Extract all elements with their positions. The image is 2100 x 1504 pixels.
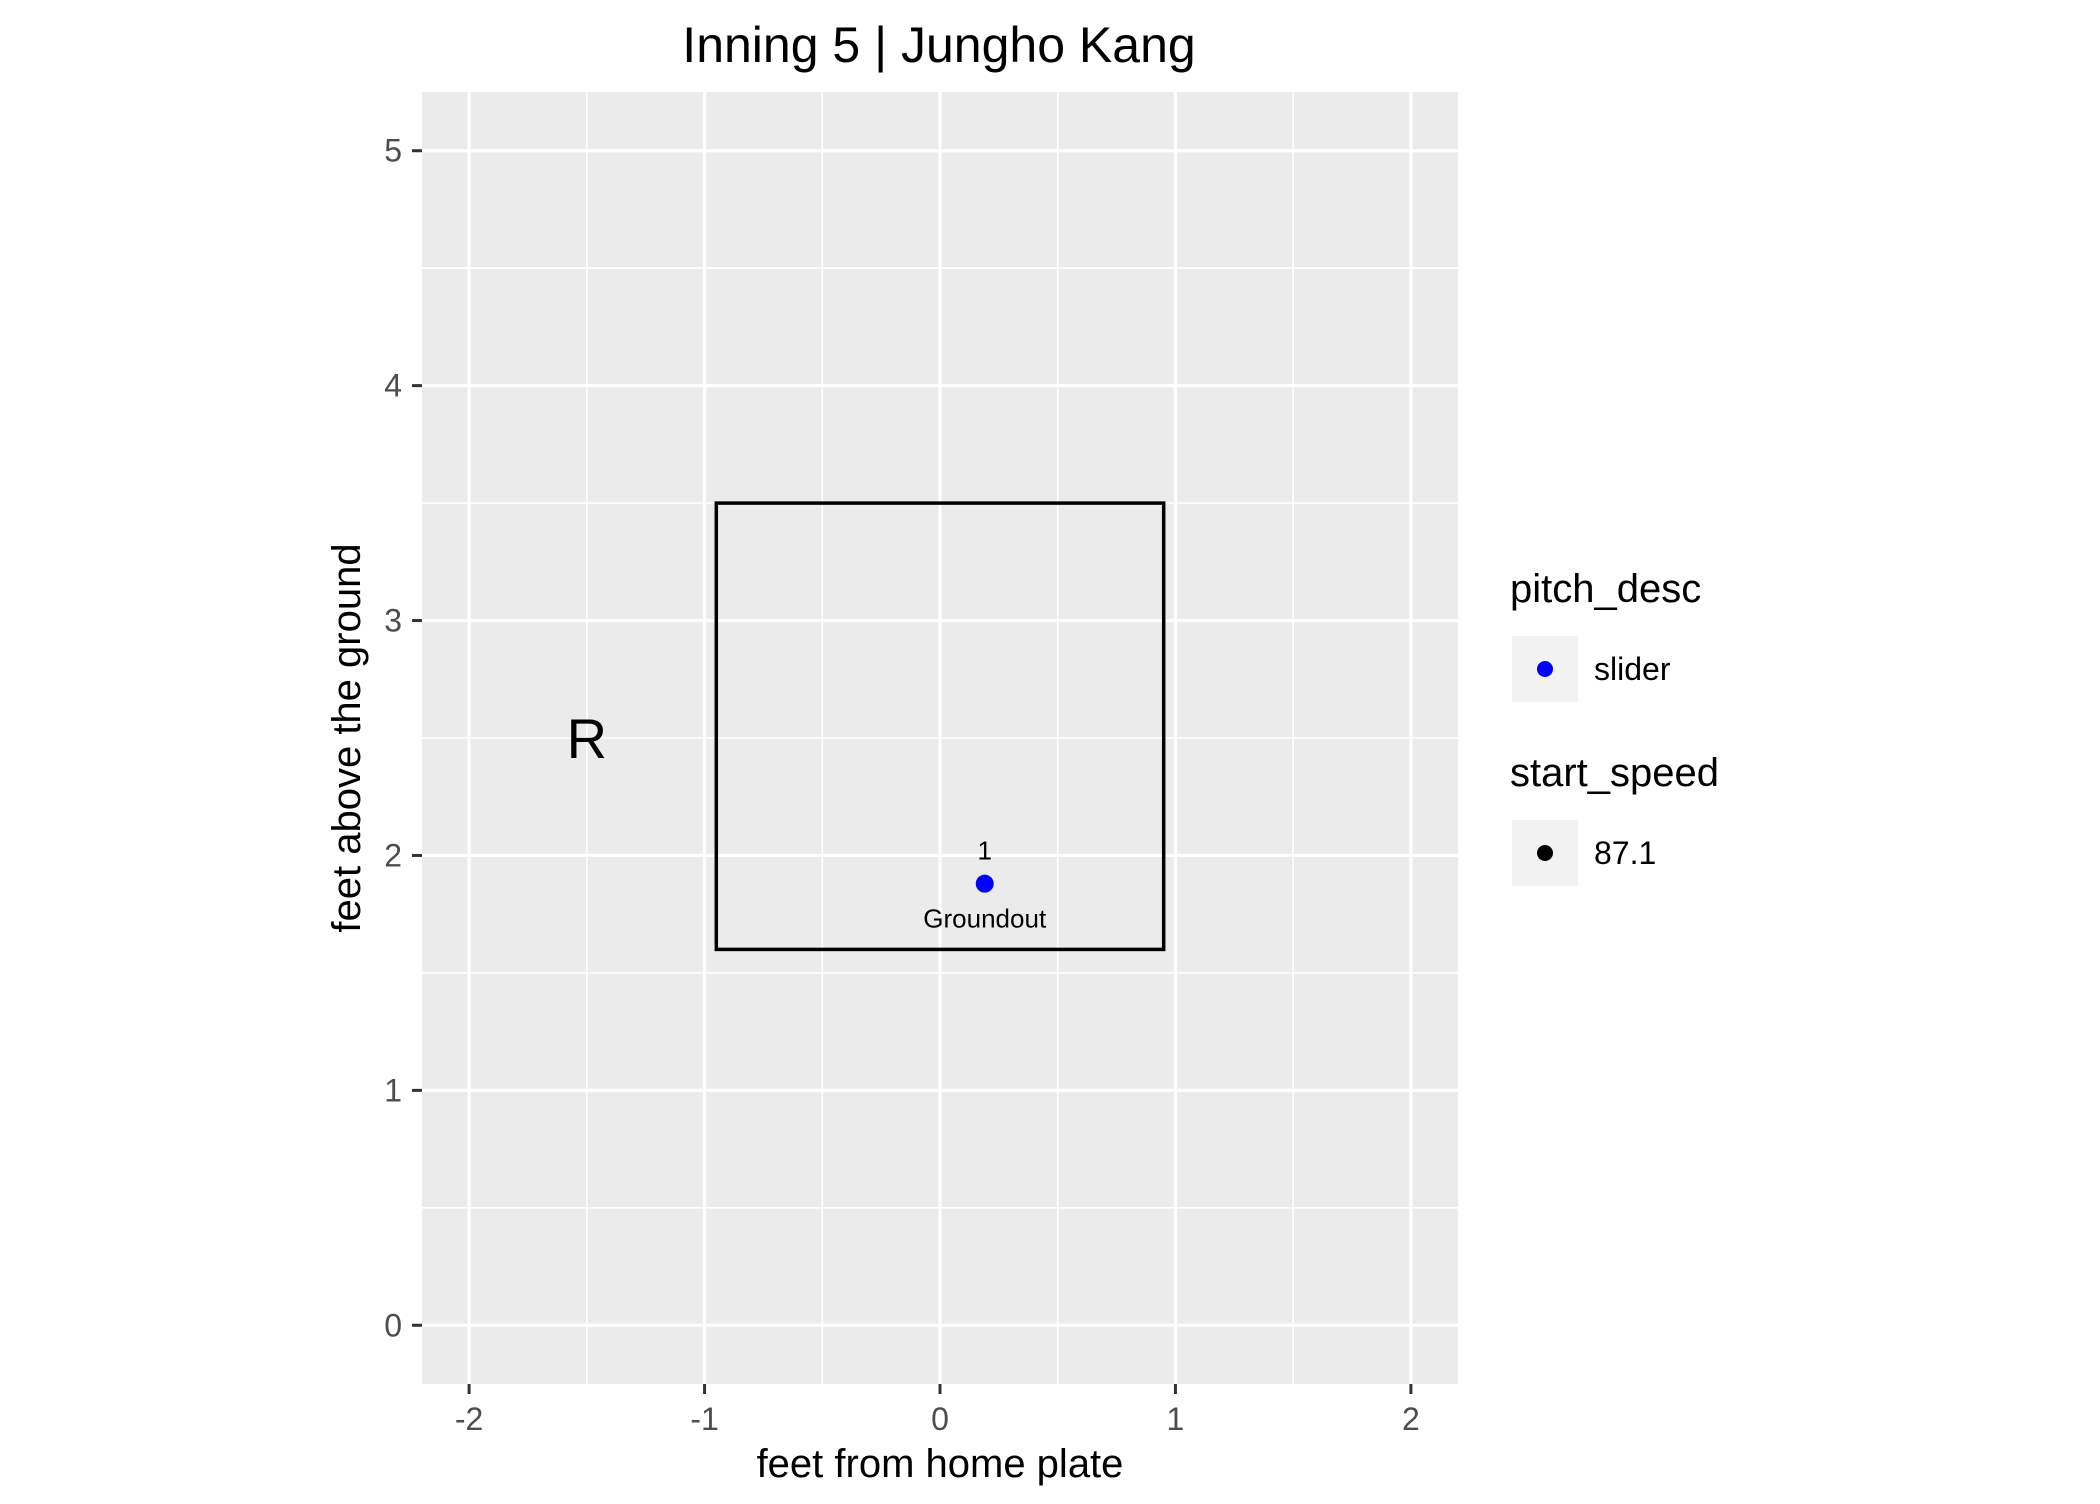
pitch-number-label: 1 (978, 836, 992, 866)
y-tick-label: 3 (384, 603, 402, 639)
x-tick-label: -2 (455, 1401, 483, 1437)
legend-title: pitch_desc (1510, 567, 1701, 611)
y-tick-label: 4 (384, 368, 402, 404)
y-tick-label: 2 (384, 837, 402, 873)
batter-side-label: R (567, 707, 607, 770)
y-tick-label: 5 (384, 133, 402, 169)
x-axis-title: feet from home plate (757, 1442, 1124, 1486)
pitch-event-label: Groundout (923, 904, 1047, 934)
legend-key-dot (1537, 845, 1553, 861)
y-tick-label: 0 (384, 1307, 402, 1343)
pitch-point (975, 874, 994, 893)
y-axis-title: feet above the ground (325, 543, 369, 932)
x-axis: -2 -1 0 1 2 (455, 1384, 1420, 1437)
legend-entry-label: 87.1 (1594, 835, 1656, 871)
y-axis: 0 1 2 3 4 5 (384, 133, 422, 1343)
strike-zone (714, 501, 1166, 952)
chart-title: Inning 5 | Jungho Kang (682, 17, 1195, 73)
x-tick-label: -1 (690, 1401, 718, 1437)
legend-title: start_speed (1510, 751, 1719, 795)
x-tick-label: 2 (1402, 1401, 1420, 1437)
pitch-points: 1 Groundout (923, 836, 1047, 934)
y-tick-label: 1 (384, 1072, 402, 1108)
x-tick-label: 1 (1167, 1401, 1185, 1437)
legend-entry-label: slider (1594, 651, 1671, 687)
x-tick-label: 0 (931, 1401, 949, 1437)
major-gridlines (422, 92, 1458, 1384)
legend-key-dot (1537, 661, 1553, 677)
